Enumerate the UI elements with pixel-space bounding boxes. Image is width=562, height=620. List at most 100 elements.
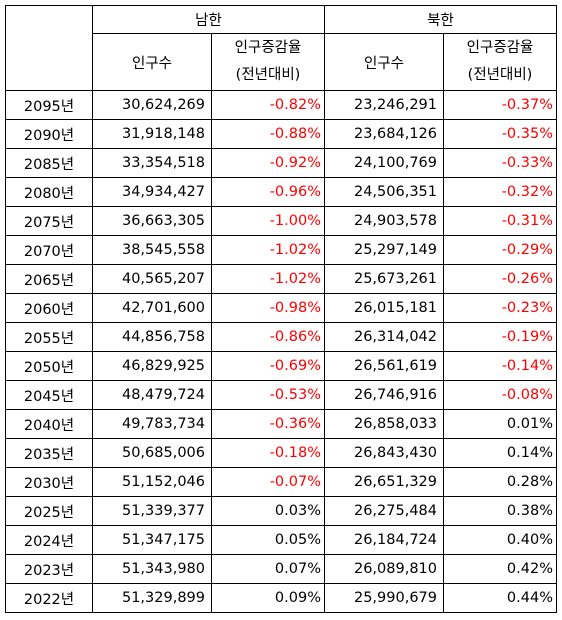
- north-rate-cell: -0.14%: [443, 351, 557, 381]
- north-rate-cell: 0.40%: [443, 525, 557, 555]
- south-rate-cell: -0.88%: [211, 119, 325, 149]
- table-row: 2095년 30,624,269 -0.82% 23,246,291 -0.37%: [5, 90, 557, 120]
- south-population-header: 인구수: [92, 33, 212, 91]
- north-rate-cell: -0.32%: [443, 177, 557, 207]
- year-cell: 2060년: [5, 293, 93, 323]
- south-rate-cell: -0.36%: [211, 409, 325, 439]
- south-population-cell: 38,545,558: [92, 235, 212, 265]
- table-row: 2050년 46,829,925 -0.69% 26,561,619 -0.14%: [5, 351, 557, 381]
- year-cell: 2050년: [5, 351, 93, 381]
- north-population-cell: 26,651,329: [324, 467, 444, 497]
- year-cell: 2025년: [5, 496, 93, 526]
- year-cell: 2095년: [5, 90, 93, 120]
- table-row: 2035년 50,685,006 -0.18% 26,843,430 0.14%: [5, 438, 557, 468]
- north-rate-header: 인구증감율 (전년대비): [443, 33, 557, 91]
- table-row: 2023년 51,343,980 0.07% 26,089,810 0.42%: [5, 554, 557, 584]
- south-rate-cell: 0.03%: [211, 496, 325, 526]
- year-cell: 2065년: [5, 264, 93, 294]
- table-row: 2060년 42,701,600 -0.98% 26,015,181 -0.23%: [5, 293, 557, 323]
- north-korea-header: 북한: [324, 5, 557, 34]
- south-population-cell: 46,829,925: [92, 351, 212, 381]
- north-population-cell: 26,275,484: [324, 496, 444, 526]
- south-rate-cell: 0.07%: [211, 554, 325, 584]
- south-population-cell: 31,918,148: [92, 119, 212, 149]
- south-rate-cell: -0.18%: [211, 438, 325, 468]
- north-population-cell: 24,506,351: [324, 177, 444, 207]
- south-rate-cell: -0.82%: [211, 90, 325, 120]
- corner-cell: [5, 5, 93, 91]
- north-population-cell: 26,015,181: [324, 293, 444, 323]
- year-cell: 2045년: [5, 380, 93, 410]
- table-row: 2090년 31,918,148 -0.88% 23,684,126 -0.35%: [5, 119, 557, 149]
- year-cell: 2030년: [5, 467, 93, 497]
- north-population-cell: 23,684,126: [324, 119, 444, 149]
- south-population-cell: 49,783,734: [92, 409, 212, 439]
- table-row: 2025년 51,339,377 0.03% 26,275,484 0.38%: [5, 496, 557, 526]
- south-rate-cell: -1.02%: [211, 235, 325, 265]
- table-row: 2022년 51,329,899 0.09% 25,990,679 0.44%: [5, 583, 557, 613]
- north-rate-cell: 0.01%: [443, 409, 557, 439]
- south-rate-cell: -0.86%: [211, 322, 325, 352]
- south-rate-header-line2: (전년대비): [235, 67, 301, 83]
- south-population-cell: 51,329,899: [92, 583, 212, 613]
- south-population-cell: 51,339,377: [92, 496, 212, 526]
- south-rate-cell: -0.98%: [211, 293, 325, 323]
- year-cell: 2085년: [5, 148, 93, 178]
- north-population-cell: 24,100,769: [324, 148, 444, 178]
- year-cell: 2022년: [5, 583, 93, 613]
- north-rate-header-line2: (전년대비): [467, 67, 533, 83]
- north-population-cell: 24,903,578: [324, 206, 444, 236]
- south-rate-cell: -0.53%: [211, 380, 325, 410]
- year-cell: 2075년: [5, 206, 93, 236]
- south-population-cell: 51,152,046: [92, 467, 212, 497]
- year-cell: 2080년: [5, 177, 93, 207]
- north-population-cell: 26,858,033: [324, 409, 444, 439]
- year-cell: 2090년: [5, 119, 93, 149]
- year-cell: 2070년: [5, 235, 93, 265]
- north-population-cell: 26,184,724: [324, 525, 444, 555]
- south-population-cell: 33,354,518: [92, 148, 212, 178]
- south-rate-cell: -1.00%: [211, 206, 325, 236]
- north-rate-cell: -0.23%: [443, 293, 557, 323]
- north-population-cell: 23,246,291: [324, 90, 444, 120]
- south-rate-cell: 0.09%: [211, 583, 325, 613]
- south-population-cell: 51,347,175: [92, 525, 212, 555]
- south-rate-cell: -0.96%: [211, 177, 325, 207]
- north-population-cell: 25,990,679: [324, 583, 444, 613]
- year-cell: 2040년: [5, 409, 93, 439]
- north-rate-cell: -0.08%: [443, 380, 557, 410]
- north-rate-cell: 0.42%: [443, 554, 557, 584]
- year-cell: 2023년: [5, 554, 93, 584]
- north-population-cell: 26,843,430: [324, 438, 444, 468]
- north-rate-cell: -0.37%: [443, 90, 557, 120]
- year-cell: 2035년: [5, 438, 93, 468]
- north-rate-cell: -0.26%: [443, 264, 557, 294]
- south-rate-header: 인구증감율 (전년대비): [211, 33, 325, 91]
- table-row: 2040년 49,783,734 -0.36% 26,858,033 0.01%: [5, 409, 557, 439]
- south-rate-cell: -1.02%: [211, 264, 325, 294]
- north-population-cell: 25,297,149: [324, 235, 444, 265]
- year-cell: 2055년: [5, 322, 93, 352]
- south-rate-cell: -0.92%: [211, 148, 325, 178]
- table-row: 2085년 33,354,518 -0.92% 24,100,769 -0.33%: [5, 148, 557, 178]
- south-population-cell: 30,624,269: [92, 90, 212, 120]
- north-rate-cell: -0.29%: [443, 235, 557, 265]
- south-population-cell: 40,565,207: [92, 264, 212, 294]
- population-table: 남한 북한 인구수 인구증감율 (전년대비) 인구수 인구증감율 (전년대비) …: [5, 5, 557, 613]
- table-row: 2024년 51,347,175 0.05% 26,184,724 0.40%: [5, 525, 557, 555]
- south-population-cell: 44,856,758: [92, 322, 212, 352]
- table-body: 2095년 30,624,269 -0.82% 23,246,291 -0.37% 209…: [5, 90, 557, 613]
- south-korea-header: 남한: [92, 5, 325, 34]
- south-population-cell: 36,663,305: [92, 206, 212, 236]
- table-row: 2070년 38,545,558 -1.02% 25,297,149 -0.29%: [5, 235, 557, 265]
- south-population-cell: 48,479,724: [92, 380, 212, 410]
- north-rate-cell: -0.19%: [443, 322, 557, 352]
- table-row: 2065년 40,565,207 -1.02% 25,673,261 -0.26%: [5, 264, 557, 294]
- table-row: 2055년 44,856,758 -0.86% 26,314,042 -0.19%: [5, 322, 557, 352]
- north-population-cell: 26,746,916: [324, 380, 444, 410]
- north-rate-cell: 0.44%: [443, 583, 557, 613]
- north-population-cell: 26,314,042: [324, 322, 444, 352]
- north-rate-cell: -0.35%: [443, 119, 557, 149]
- south-population-cell: 50,685,006: [92, 438, 212, 468]
- table-row: 2030년 51,152,046 -0.07% 26,651,329 0.28%: [5, 467, 557, 497]
